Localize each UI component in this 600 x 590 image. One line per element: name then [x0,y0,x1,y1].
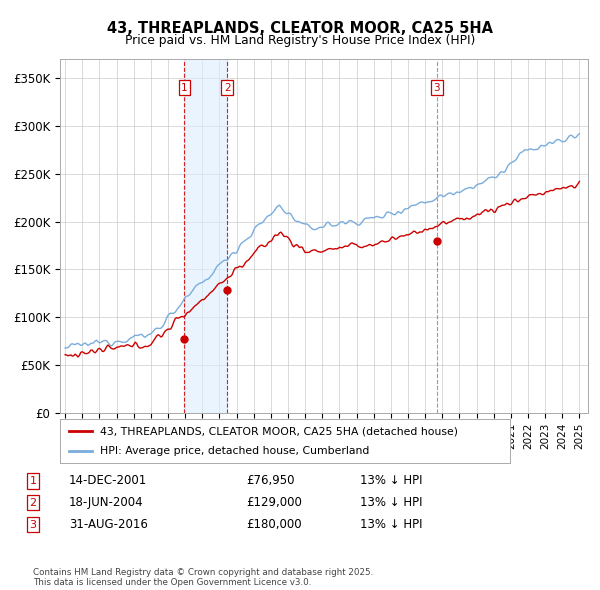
Text: 1: 1 [181,83,188,93]
Text: 3: 3 [29,520,37,529]
Text: 43, THREAPLANDS, CLEATOR MOOR, CA25 5HA (detached house): 43, THREAPLANDS, CLEATOR MOOR, CA25 5HA … [101,427,458,436]
Text: £129,000: £129,000 [246,496,302,509]
Text: 43, THREAPLANDS, CLEATOR MOOR, CA25 5HA: 43, THREAPLANDS, CLEATOR MOOR, CA25 5HA [107,21,493,35]
Text: Price paid vs. HM Land Registry's House Price Index (HPI): Price paid vs. HM Land Registry's House … [125,34,475,47]
Text: 14-DEC-2001: 14-DEC-2001 [69,474,147,487]
Text: £180,000: £180,000 [246,518,302,531]
Text: HPI: Average price, detached house, Cumberland: HPI: Average price, detached house, Cumb… [101,446,370,455]
Text: £76,950: £76,950 [246,474,295,487]
Text: 18-JUN-2004: 18-JUN-2004 [69,496,143,509]
Text: 1: 1 [29,476,37,486]
Text: 13% ↓ HPI: 13% ↓ HPI [360,518,422,531]
Bar [184,59,227,413]
Text: Contains HM Land Registry data © Crown copyright and database right 2025.
This d: Contains HM Land Registry data © Crown c… [33,568,373,587]
Text: 2: 2 [224,83,230,93]
Text: 13% ↓ HPI: 13% ↓ HPI [360,496,422,509]
Text: 2: 2 [29,498,37,507]
Text: 13% ↓ HPI: 13% ↓ HPI [360,474,422,487]
Text: 31-AUG-2016: 31-AUG-2016 [69,518,148,531]
Text: 3: 3 [433,83,440,93]
